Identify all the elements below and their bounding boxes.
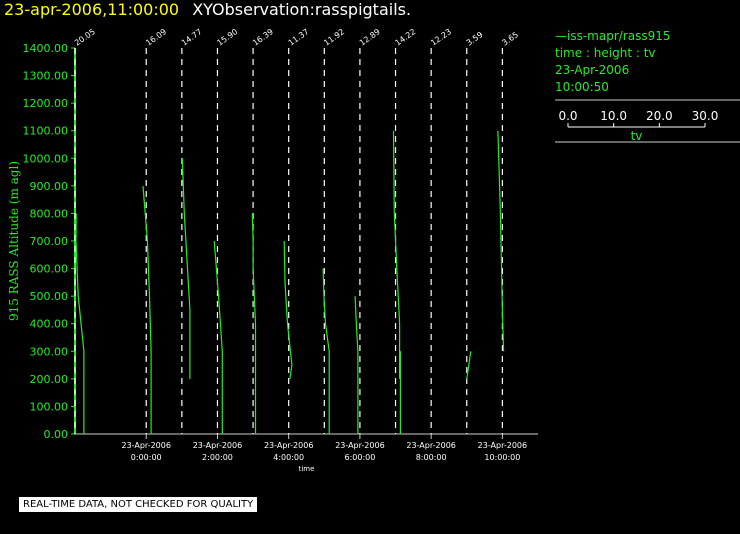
profile-trace	[322, 268, 330, 434]
x-tick-time: 6:00:00	[345, 453, 376, 462]
x-tick-time: 10:00:00	[484, 453, 520, 462]
y-tick-label: 700.00	[30, 235, 69, 248]
legend-scale-tick-label: 20.0	[646, 109, 673, 123]
x-tick-time: 0:00:00	[131, 453, 162, 462]
header-timestamp: 23-apr-2006,11:00:00	[4, 0, 180, 19]
x-tick-date: 23-Apr-2006	[406, 441, 455, 450]
x-tick-date: 23-Apr-2006	[264, 441, 313, 450]
y-tick-label: 600.00	[30, 263, 69, 276]
profile-label: 16.09	[144, 27, 168, 48]
y-tick-label: 1400.00	[23, 42, 69, 55]
y-tick-label: 1200.00	[23, 97, 69, 110]
chart-header: 23-apr-2006,11:00:00 XYObservation:rassp…	[4, 0, 411, 19]
legend-series: —iss-mapr/rass915	[555, 28, 740, 45]
x-tick-date: 23-Apr-2006	[478, 441, 527, 450]
legend-scale-tick-label: 0.0	[558, 109, 577, 123]
x-tick-time: 8:00:00	[416, 453, 447, 462]
legend-time: 10:00:50	[555, 80, 609, 94]
legend-series-label: iss-mapr/rass915	[567, 29, 671, 43]
y-tick-label: 0.00	[44, 428, 69, 441]
x-tick-time: 4:00:00	[273, 453, 304, 462]
y-tick-label: 200.00	[30, 373, 69, 386]
profile-label: 16.39	[251, 27, 275, 48]
profile-trace	[283, 240, 293, 379]
profile-label: 11.37	[287, 27, 311, 48]
profile-label: 14.77	[180, 27, 204, 48]
profile-label: 3.59	[465, 30, 485, 48]
header-title: XYObservation:rasspigtails.	[192, 0, 412, 19]
legend-line-icon: —	[555, 29, 567, 43]
chart-legend: —iss-mapr/rass915 time : height : tv 23-…	[555, 28, 740, 155]
profile-label: 3.65	[500, 30, 520, 48]
x-tick-date: 23-Apr-2006	[121, 441, 170, 450]
profile-trace	[497, 130, 505, 352]
y-tick-label: 1300.00	[23, 70, 69, 83]
x-axis-label: time	[299, 465, 315, 473]
profile-trace	[213, 240, 223, 434]
y-axis-label: 915 RASS Altitude (m agl)	[7, 161, 21, 321]
profile-label: 11.92	[322, 27, 346, 48]
y-tick-label: 100.00	[30, 400, 69, 413]
profile-trace	[251, 213, 257, 434]
profile-trace	[392, 130, 401, 434]
legend-scale-tick-label: 10.0	[600, 109, 627, 123]
y-tick-label: 300.00	[30, 345, 69, 358]
profile-trace	[354, 296, 359, 434]
legend-description: time : height : tv	[555, 46, 656, 60]
x-tick-date: 23-Apr-2006	[335, 441, 384, 450]
profile-trace	[75, 213, 85, 434]
legend-scale-tick-label: 30.0	[692, 109, 719, 123]
y-tick-label: 1000.00	[23, 152, 69, 165]
legend-scale-label: tv	[631, 129, 643, 143]
quality-notice: REAL-TIME DATA, NOT CHECKED FOR QUALITY	[18, 496, 259, 513]
y-tick-label: 900.00	[30, 180, 69, 193]
legend-scale: 0.0 10.0 20.0 30.0 tv	[555, 99, 740, 143]
profile-label: 14.22	[394, 27, 418, 48]
profile-label: 12.23	[429, 27, 453, 48]
profile-trace	[466, 351, 472, 379]
profile-trace	[142, 185, 152, 434]
y-tick-label: 1100.00	[23, 125, 69, 138]
profile-label: 15.90	[215, 27, 239, 48]
profile-trace	[181, 158, 191, 379]
profile-label: 20.05	[73, 27, 97, 48]
y-tick-label: 800.00	[30, 207, 69, 220]
y-tick-label: 400.00	[30, 318, 69, 331]
y-tick-label: 500.00	[30, 290, 69, 303]
x-tick-date: 23-Apr-2006	[193, 441, 242, 450]
legend-date: 23-Apr-2006	[555, 63, 630, 77]
x-tick-time: 2:00:00	[202, 453, 233, 462]
profile-label: 12.89	[358, 27, 382, 48]
